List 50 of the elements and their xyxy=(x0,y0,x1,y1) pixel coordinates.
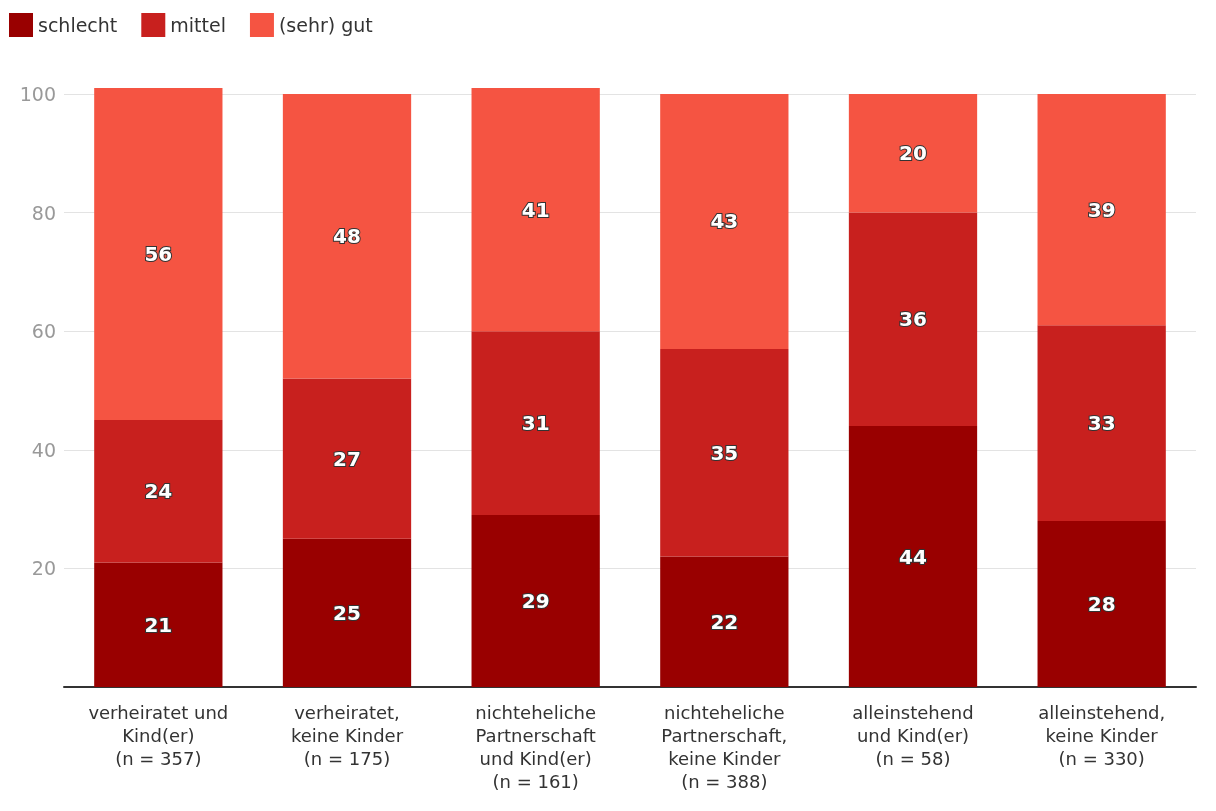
data-label: 24 xyxy=(144,479,173,504)
bar xyxy=(282,378,412,539)
data-label: 20 xyxy=(899,141,927,166)
x-tick-label: verheiratet und Kind(er) (n = 357) xyxy=(88,702,229,769)
data-label: 33 xyxy=(1087,411,1116,436)
bar xyxy=(471,515,600,687)
bar xyxy=(660,93,789,349)
bar xyxy=(660,556,789,687)
y-tick-label: 20 xyxy=(31,557,56,580)
data-label: 27 xyxy=(333,446,361,471)
bar xyxy=(848,426,978,687)
data-label: 31 xyxy=(521,411,550,436)
bar xyxy=(282,538,412,687)
data-label: 39 xyxy=(1087,197,1116,222)
data-label: 44 xyxy=(899,544,927,569)
y-tick-label: 100 xyxy=(19,82,56,105)
bar xyxy=(471,331,600,516)
data-label: 36 xyxy=(899,307,927,332)
x-tick-label: nichteheliche Partnerschaft und Kind(er) (n = 161) xyxy=(475,702,597,792)
x-tick-label: alleinstehend, keine Kinder (n = 330) xyxy=(1038,702,1166,769)
bar xyxy=(1037,325,1166,521)
data-label: 21 xyxy=(144,612,173,637)
legend-label: (sehr) gut xyxy=(278,14,373,36)
data-label: 28 xyxy=(1087,591,1116,616)
bar xyxy=(94,88,223,421)
data-label: 29 xyxy=(521,589,550,614)
bar xyxy=(848,212,978,427)
data-label: 41 xyxy=(521,197,550,222)
bar xyxy=(1037,520,1166,687)
bar xyxy=(94,562,223,687)
bar xyxy=(660,348,789,557)
data-label: 22 xyxy=(710,609,739,634)
x-tick-label: nichteheliche Partnerschaft, keine Kinder (n = 388) xyxy=(661,702,788,792)
data-label: 35 xyxy=(710,440,739,465)
bar xyxy=(471,88,600,332)
bar xyxy=(1037,93,1166,326)
y-tick-label: 80 xyxy=(31,201,56,224)
y-tick-label: 40 xyxy=(31,438,56,461)
data-label: 25 xyxy=(333,600,361,625)
x-tick-label: alleinstehend und Kind(er) (n = 58) xyxy=(852,702,974,769)
y-tick-label: 60 xyxy=(31,320,56,343)
bar xyxy=(282,93,412,379)
x-tick-label: verheiratet, keine Kinder (n = 175) xyxy=(290,702,404,769)
data-label: 56 xyxy=(144,242,173,267)
bar xyxy=(94,420,223,563)
bar xyxy=(848,93,978,213)
legend-label: schlecht xyxy=(38,14,118,36)
legend-label: mittel xyxy=(170,14,226,36)
data-label: 48 xyxy=(333,224,361,249)
data-label: 43 xyxy=(710,209,739,234)
